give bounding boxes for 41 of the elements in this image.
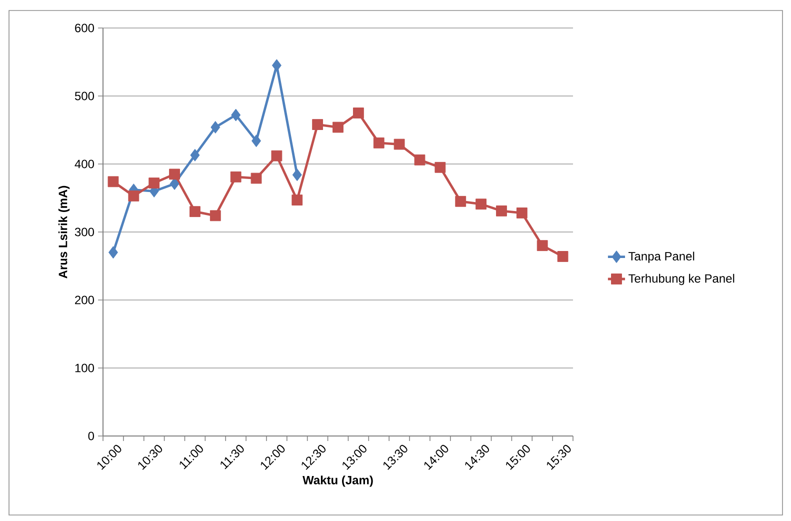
point bbox=[230, 171, 242, 182]
point bbox=[476, 198, 486, 210]
y-axis-title: Arus Lsirik (mA) bbox=[58, 186, 70, 278]
point bbox=[394, 138, 405, 150]
point bbox=[516, 208, 528, 218]
point bbox=[271, 150, 282, 162]
point bbox=[148, 178, 160, 188]
point bbox=[169, 168, 180, 180]
y-tick-label: 200 bbox=[75, 296, 94, 304]
point bbox=[557, 251, 568, 262]
point bbox=[312, 119, 324, 130]
point bbox=[373, 137, 384, 148]
y-tick-label: 500 bbox=[74, 92, 94, 100]
point bbox=[210, 210, 221, 222]
point bbox=[434, 162, 446, 173]
point bbox=[414, 154, 426, 166]
point bbox=[210, 121, 220, 134]
point bbox=[536, 240, 548, 252]
point bbox=[231, 108, 241, 122]
point bbox=[332, 122, 344, 133]
x-axis-title: Waktu (Jam) bbox=[302, 476, 373, 487]
point bbox=[272, 59, 282, 72]
y-tick-label: 100 bbox=[75, 364, 94, 372]
y-tick-label: 300 bbox=[74, 228, 94, 236]
y-tick-label: 0 bbox=[88, 432, 94, 440]
point bbox=[128, 190, 140, 202]
point bbox=[250, 172, 262, 184]
point bbox=[190, 206, 200, 218]
legend-label: Tanpa Panel bbox=[628, 252, 694, 263]
y-tick-label: 600 bbox=[75, 24, 94, 32]
point bbox=[190, 148, 200, 162]
point bbox=[455, 196, 466, 207]
y-tick-label: 400 bbox=[74, 160, 94, 168]
point bbox=[252, 134, 262, 148]
point bbox=[292, 194, 303, 206]
point bbox=[496, 205, 507, 216]
legend-label: Terhubung ke Panel bbox=[628, 274, 734, 286]
point bbox=[292, 168, 302, 182]
point bbox=[108, 246, 118, 259]
point bbox=[108, 176, 119, 188]
point bbox=[352, 108, 364, 118]
